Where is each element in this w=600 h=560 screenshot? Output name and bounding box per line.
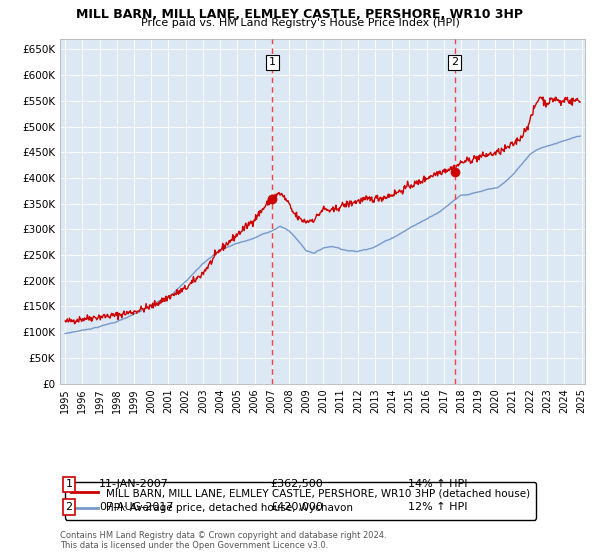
Text: 12% ↑ HPI: 12% ↑ HPI [408, 502, 467, 512]
Text: 11-JAN-2007: 11-JAN-2007 [99, 479, 169, 489]
Text: 2: 2 [451, 57, 458, 67]
Text: Price paid vs. HM Land Registry's House Price Index (HPI): Price paid vs. HM Land Registry's House … [140, 18, 460, 29]
Text: 2: 2 [65, 502, 73, 512]
Text: 1: 1 [65, 479, 73, 489]
Text: Contains HM Land Registry data © Crown copyright and database right 2024.
This d: Contains HM Land Registry data © Crown c… [60, 530, 386, 550]
Text: 1: 1 [269, 57, 276, 67]
Text: 14% ↑ HPI: 14% ↑ HPI [408, 479, 467, 489]
Text: £420,000: £420,000 [270, 502, 323, 512]
Text: MILL BARN, MILL LANE, ELMLEY CASTLE, PERSHORE, WR10 3HP: MILL BARN, MILL LANE, ELMLEY CASTLE, PER… [77, 8, 523, 21]
Text: 07-AUG-2017: 07-AUG-2017 [99, 502, 173, 512]
Legend: MILL BARN, MILL LANE, ELMLEY CASTLE, PERSHORE, WR10 3HP (detached house), HPI: A: MILL BARN, MILL LANE, ELMLEY CASTLE, PER… [65, 482, 536, 520]
Text: £362,500: £362,500 [270, 479, 323, 489]
